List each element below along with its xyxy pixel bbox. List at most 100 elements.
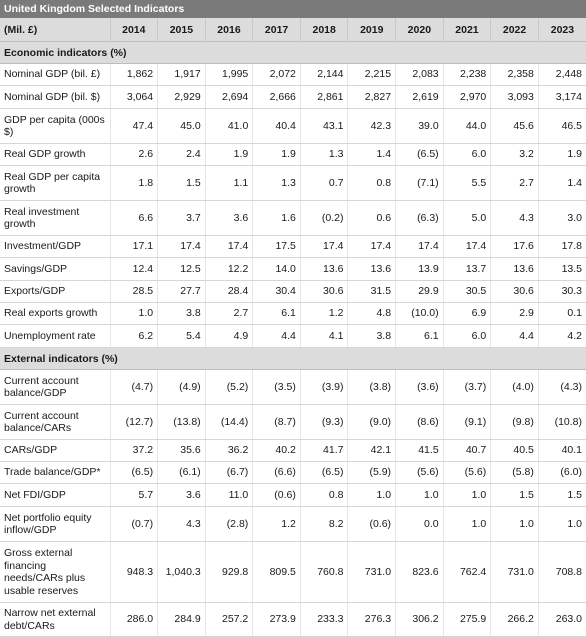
table-cell: 13.6: [299, 257, 348, 281]
table-cell: 3,174: [537, 85, 586, 109]
table-cell: 286.0: [109, 602, 158, 637]
table-cell: 1.0: [109, 302, 158, 325]
table-cell: 1.5: [537, 483, 586, 507]
table-cell: 40.5: [490, 439, 539, 462]
table-cell: (5.2): [204, 369, 253, 405]
table-cell: (8.6): [395, 404, 444, 440]
table-cell: 3.7: [157, 200, 206, 236]
table-cell: 27.7: [157, 280, 206, 303]
table-row: GDP per capita (000s $) 47.4 45.0 41.0 40.4 4…: [0, 108, 586, 144]
table-cell: 257.2: [204, 602, 253, 637]
table-cell: 6.0: [442, 324, 491, 348]
table-cell: 0.1: [537, 302, 586, 325]
table-cell: (6.7): [204, 461, 253, 484]
row-label: GDP per capita (000s $): [0, 108, 110, 144]
table-cell: 0.8: [299, 483, 348, 507]
table-cell: 3.2: [490, 143, 539, 166]
table-cell: 17.4: [347, 235, 396, 258]
table-row: Current account balance/GDP (4.7) (4.9) (5.…: [0, 369, 586, 405]
row-label: Narrow net external debt/CARs: [0, 602, 110, 637]
table-cell: 13.9: [395, 257, 444, 281]
year-header: 2021: [443, 18, 492, 42]
table-cell: 30.6: [299, 280, 348, 303]
table-body: Economic indicators (%) Nominal GDP (bil.…: [0, 41, 586, 637]
row-label: Real GDP growth: [0, 143, 110, 166]
table-cell: 30.4: [252, 280, 301, 303]
table-cell: 1.0: [395, 483, 444, 507]
table-cell: 1,917: [157, 63, 206, 86]
table-cell: 30.3: [537, 280, 586, 303]
table-cell: 3.8: [347, 324, 396, 348]
table-cell: 31.5: [347, 280, 396, 303]
table-cell: 2,861: [299, 85, 348, 109]
table-cell: (3.5): [252, 369, 301, 405]
table-cell: 6.0: [442, 143, 491, 166]
table-cell: 0.8: [347, 165, 396, 201]
table-row: Nominal GDP (bil. £) 1,862 1,917 1,995 2,072…: [0, 63, 586, 86]
table-cell: 6.1: [252, 302, 301, 325]
table-cell: 1,995: [204, 63, 253, 86]
table-cell: 35.6: [157, 439, 206, 462]
table-cell: 760.8: [299, 541, 348, 603]
table-cell: 3.6: [157, 483, 206, 507]
unit-label: (Mil. £): [0, 18, 111, 42]
table-cell: 6.2: [109, 324, 158, 348]
table-cell: 2,358: [490, 63, 539, 86]
table-cell: 2.7: [204, 302, 253, 325]
table-cell: 2,929: [157, 85, 206, 109]
table-cell: (4.3): [537, 369, 586, 405]
table-cell: 29.9: [395, 280, 444, 303]
table-cell: 2,215: [347, 63, 396, 86]
table-row: Unemployment rate 6.2 5.4 4.9 4.4 4.1 3.8 6.1 6.…: [0, 324, 586, 348]
table-cell: 0.6: [347, 200, 396, 236]
year-header: 2014: [110, 18, 159, 42]
table-cell: 14.0: [252, 257, 301, 281]
table-cell: 1.9: [252, 143, 301, 166]
table-cell: (3.7): [442, 369, 491, 405]
table-cell: (3.8): [347, 369, 396, 405]
year-header: 2018: [300, 18, 349, 42]
table-row: Gross external financing needs/CARs plus…: [0, 541, 586, 603]
table-cell: 6.9: [442, 302, 491, 325]
table-cell: 276.3: [347, 602, 396, 637]
table-cell: 3,093: [490, 85, 539, 109]
row-label: Real investment growth: [0, 200, 110, 236]
table-title: United Kingdom Selected Indicators: [0, 0, 586, 18]
row-label: Savings/GDP: [0, 257, 110, 281]
table-row: Nominal GDP (bil. $) 3,064 2,929 2,694 2,666…: [0, 85, 586, 109]
row-label: Current account balance/CARs: [0, 404, 110, 440]
table-cell: 41.5: [395, 439, 444, 462]
table-row: Current account balance/CARs (12.7) (13.8)…: [0, 404, 586, 440]
table-cell: 1.3: [299, 143, 348, 166]
table-cell: 4.4: [490, 324, 539, 348]
table-cell: 1.6: [252, 200, 301, 236]
table-cell: 2.7: [490, 165, 539, 201]
row-label: Net FDI/GDP: [0, 483, 110, 507]
table-cell: 2,072: [252, 63, 301, 86]
table-cell: 4.3: [490, 200, 539, 236]
table-cell: 2.4: [157, 143, 206, 166]
table-cell: 17.6: [490, 235, 539, 258]
table-row: Exports/GDP 28.5 27.7 28.4 30.4 30.6 31.5 29.9 3…: [0, 280, 586, 303]
table-cell: 3.8: [157, 302, 206, 325]
table-cell: 1.8: [109, 165, 158, 201]
year-header-row: (Mil. £) 2014 2015 2016 2017 2018 2019 2020 202…: [0, 18, 586, 42]
row-label: Current account balance/GDP: [0, 369, 110, 405]
table-cell: 1.0: [490, 506, 539, 542]
table-cell: 17.4: [395, 235, 444, 258]
table-cell: 0.7: [299, 165, 348, 201]
table-cell: 1.0: [442, 483, 491, 507]
table-cell: (9.3): [299, 404, 348, 440]
table-cell: 275.9: [442, 602, 491, 637]
table-cell: 8.2: [299, 506, 348, 542]
table-cell: 948.3: [109, 541, 158, 603]
table-cell: 263.0: [537, 602, 586, 637]
table-cell: (6.0): [537, 461, 586, 484]
table-cell: 2.9: [490, 302, 539, 325]
table-cell: 39.0: [395, 108, 444, 144]
table-cell: 30.6: [490, 280, 539, 303]
table-cell: 2,144: [299, 63, 348, 86]
table-cell: 46.5: [537, 108, 586, 144]
table-cell: 4.2: [537, 324, 586, 348]
table-cell: 306.2: [395, 602, 444, 637]
